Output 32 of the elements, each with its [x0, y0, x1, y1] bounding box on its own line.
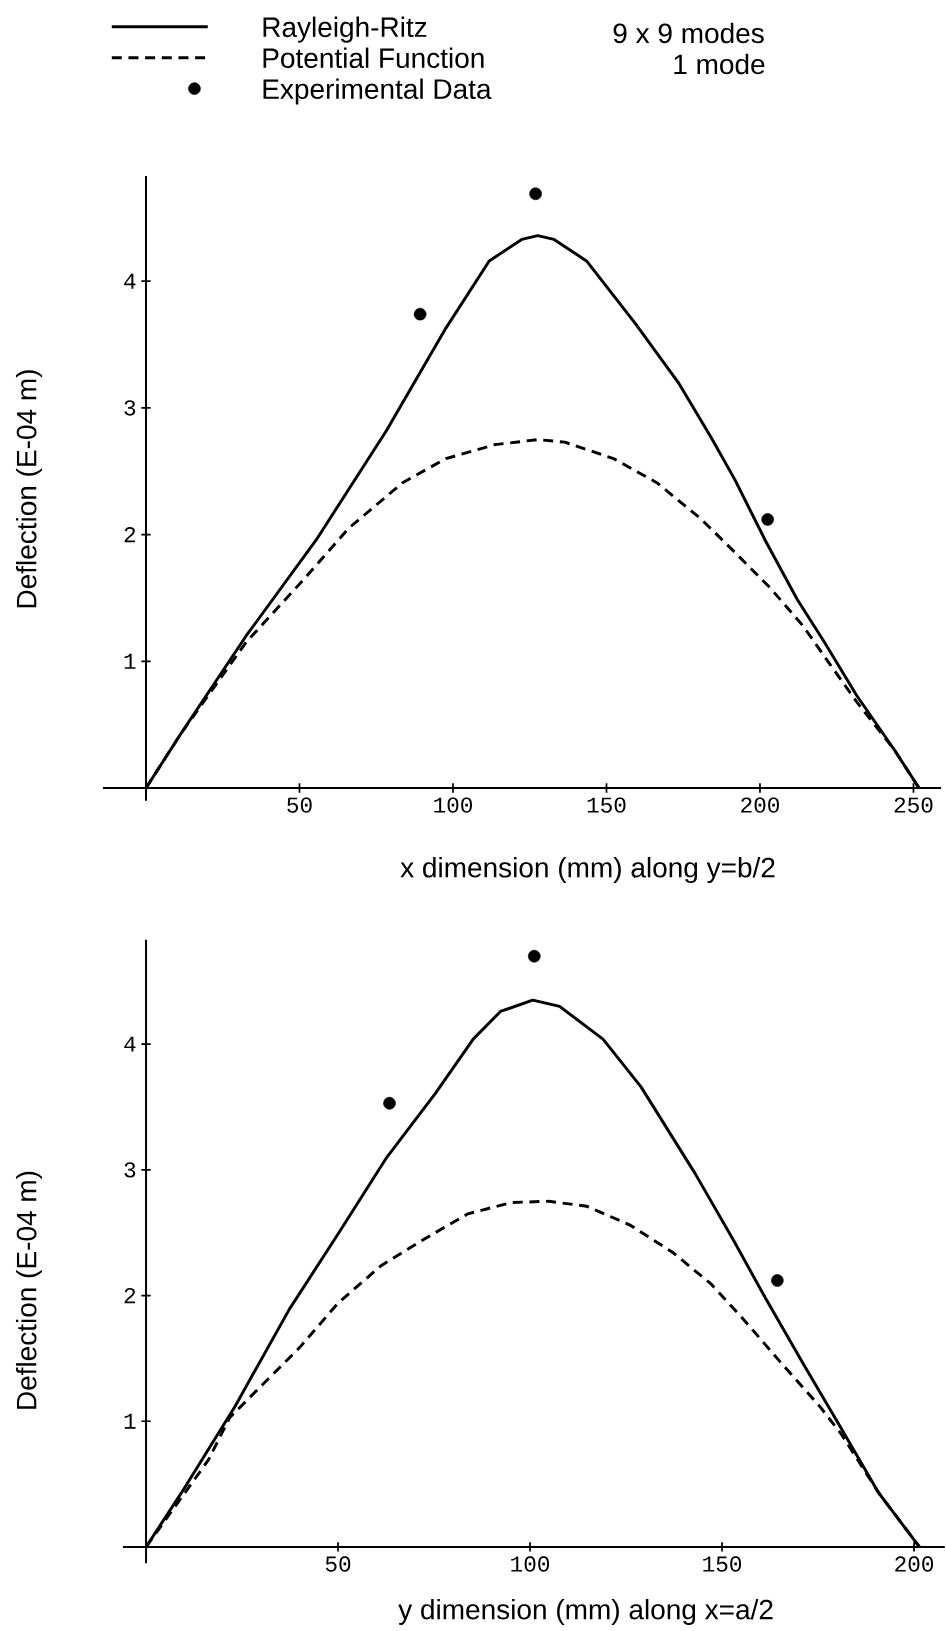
y-tick-label: 4	[124, 1036, 136, 1052]
y-tick-label: 3	[124, 1162, 136, 1178]
point	[761, 513, 774, 526]
legend-label: Experimental Data	[263, 78, 492, 105]
y-axis-title: Deflection (E-04 m)	[15, 370, 43, 608]
x-tick-label: 100	[511, 1556, 550, 1572]
x-tick-label: 250	[894, 797, 933, 813]
point	[771, 1274, 784, 1287]
x-tick-label: 200	[741, 797, 779, 813]
x-tick-label: 150	[703, 1556, 742, 1572]
y-tick-label: 2	[124, 527, 135, 543]
x-axis-title: x dimension (mm) along y=b/2	[400, 856, 775, 884]
point	[383, 1096, 396, 1110]
legend-label: Potential Function	[263, 47, 484, 69]
x-tick-label: 150	[587, 797, 626, 813]
text: 1 mode	[674, 53, 765, 75]
y-tick-label: 4	[124, 273, 136, 289]
x-axis-title: y dimension (mm) along x=a/2	[398, 1598, 773, 1626]
x-tick-label: 50	[287, 797, 312, 813]
text: 9 x 9 modes	[613, 22, 764, 44]
y-tick-label: 1	[124, 653, 136, 669]
y-axis-title: Deflection (E-04 m)	[15, 1171, 43, 1409]
point	[529, 187, 542, 201]
x-tick-label: 200	[895, 1556, 934, 1572]
y-tick-label: 3	[124, 400, 136, 416]
x-tick-label: 100	[434, 797, 472, 813]
legend-label: Rayleigh-Ritz	[263, 16, 427, 43]
x-tick-label: 50	[325, 1556, 351, 1572]
y-tick-label: 1	[124, 1413, 136, 1429]
point	[413, 307, 427, 321]
y-tick-label: 2	[124, 1287, 136, 1304]
point	[528, 949, 541, 963]
